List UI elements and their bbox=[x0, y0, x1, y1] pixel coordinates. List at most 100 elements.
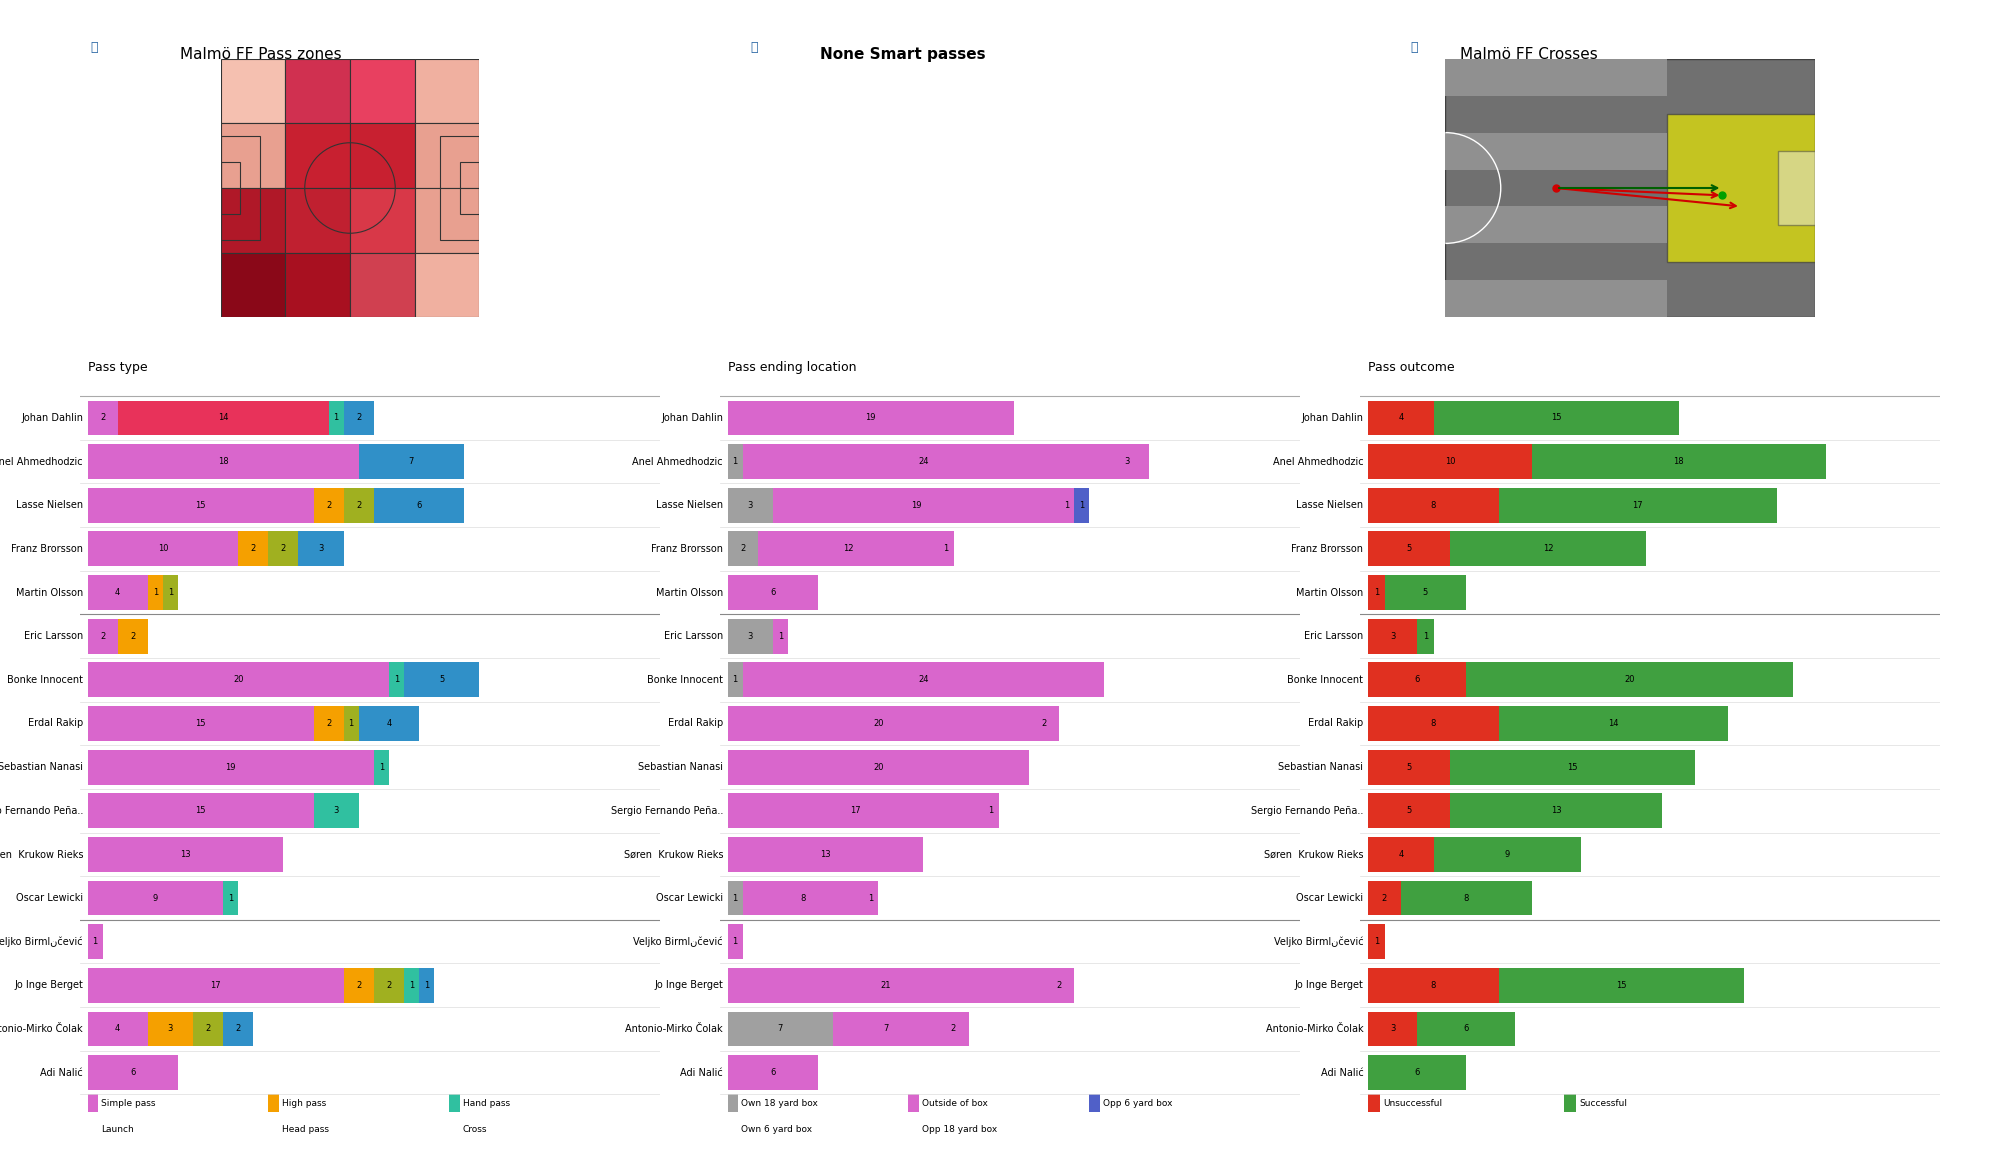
Bar bbox=[414, 123, 480, 188]
Text: 6: 6 bbox=[770, 588, 776, 597]
Bar bbox=[374, 968, 404, 1002]
Text: 1: 1 bbox=[1374, 588, 1378, 597]
Text: 9: 9 bbox=[1504, 850, 1510, 859]
Bar bbox=[1368, 1012, 1418, 1047]
Bar bbox=[1368, 837, 1434, 872]
Bar bbox=[88, 575, 148, 610]
Text: 15: 15 bbox=[1568, 763, 1578, 772]
Bar bbox=[742, 444, 1104, 479]
Text: Opp 18 yard box: Opp 18 yard box bbox=[922, 1124, 998, 1134]
Text: Unsuccessful: Unsuccessful bbox=[1382, 1099, 1442, 1108]
Text: Bonke Innocent: Bonke Innocent bbox=[8, 674, 84, 685]
Bar bbox=[220, 123, 286, 188]
Bar bbox=[286, 188, 350, 253]
Text: Sebastian Nanasi: Sebastian Nanasi bbox=[1278, 763, 1364, 772]
Bar bbox=[728, 663, 742, 697]
Bar bbox=[728, 837, 924, 872]
Text: Jo Inge Berget: Jo Inge Berget bbox=[654, 980, 724, 991]
Text: 2: 2 bbox=[100, 414, 106, 423]
Text: 7: 7 bbox=[884, 1025, 888, 1034]
Bar bbox=[350, 123, 414, 188]
Bar bbox=[1778, 152, 1814, 224]
Text: Martin Olsson: Martin Olsson bbox=[656, 588, 724, 598]
Text: 15: 15 bbox=[1550, 414, 1562, 423]
Bar bbox=[1450, 793, 1662, 828]
Text: 6: 6 bbox=[770, 1068, 776, 1077]
Bar bbox=[328, 401, 344, 436]
Bar bbox=[450, 1094, 460, 1112]
Text: 17: 17 bbox=[210, 981, 220, 989]
Text: 4: 4 bbox=[1398, 414, 1404, 423]
Bar bbox=[314, 706, 344, 741]
Bar bbox=[460, 162, 480, 214]
Bar bbox=[1368, 706, 1498, 741]
Text: Sebastian Nanasi: Sebastian Nanasi bbox=[638, 763, 724, 772]
Bar bbox=[1368, 531, 1450, 566]
Bar bbox=[388, 663, 404, 697]
Bar bbox=[1466, 663, 1792, 697]
Text: 2: 2 bbox=[326, 501, 332, 510]
Text: 1: 1 bbox=[1078, 501, 1084, 510]
Bar bbox=[908, 1094, 918, 1112]
Text: 2: 2 bbox=[740, 544, 746, 553]
Text: Bonke Innocent: Bonke Innocent bbox=[648, 674, 724, 685]
Text: 20: 20 bbox=[872, 763, 884, 772]
Bar bbox=[88, 793, 314, 828]
Bar bbox=[344, 488, 374, 523]
Text: 2: 2 bbox=[356, 981, 362, 989]
Text: 2: 2 bbox=[356, 414, 362, 423]
Bar bbox=[88, 968, 344, 1002]
Text: 18: 18 bbox=[1674, 457, 1684, 466]
Bar bbox=[88, 706, 314, 741]
Text: 8: 8 bbox=[1430, 719, 1436, 728]
Text: 24: 24 bbox=[918, 457, 928, 466]
Bar bbox=[728, 1012, 832, 1047]
Text: Successful: Successful bbox=[1578, 1099, 1626, 1108]
Text: 1: 1 bbox=[732, 938, 738, 946]
Text: Malmö FF Pass zones: Malmö FF Pass zones bbox=[180, 47, 342, 62]
Bar bbox=[88, 750, 374, 785]
Text: 19: 19 bbox=[910, 501, 922, 510]
Text: Søren  Krukow Rieks: Søren Krukow Rieks bbox=[0, 850, 84, 859]
Bar bbox=[88, 1094, 98, 1112]
Text: 2: 2 bbox=[280, 544, 286, 553]
Text: 13: 13 bbox=[1550, 806, 1562, 815]
Bar bbox=[350, 59, 414, 123]
Text: Cross: Cross bbox=[462, 1124, 488, 1134]
Text: 5: 5 bbox=[1422, 588, 1428, 597]
Text: 6: 6 bbox=[1414, 1068, 1420, 1077]
Text: Oscar Lewicki: Oscar Lewicki bbox=[16, 893, 84, 904]
Text: Oscar Lewicki: Oscar Lewicki bbox=[1296, 893, 1364, 904]
Text: Opp 6 yard box: Opp 6 yard box bbox=[1102, 1099, 1172, 1108]
Text: 6: 6 bbox=[130, 1068, 136, 1077]
Bar bbox=[358, 444, 464, 479]
Bar bbox=[224, 1012, 254, 1047]
Bar bbox=[1418, 1012, 1516, 1047]
Text: 2: 2 bbox=[1382, 893, 1388, 902]
Bar bbox=[728, 1094, 738, 1112]
Bar bbox=[1368, 793, 1450, 828]
Text: 20: 20 bbox=[872, 719, 884, 728]
Text: Antonio-Mirko Čolak: Antonio-Mirko Čolak bbox=[0, 1023, 84, 1034]
Bar bbox=[984, 793, 998, 828]
Text: Anel Ahmedhodzic: Anel Ahmedhodzic bbox=[1272, 457, 1364, 466]
Text: Outside of box: Outside of box bbox=[922, 1099, 988, 1108]
Text: Eric Larsson: Eric Larsson bbox=[664, 631, 724, 642]
Text: 1: 1 bbox=[348, 719, 354, 728]
Bar bbox=[414, 253, 480, 317]
Bar bbox=[1446, 59, 1666, 95]
Text: 2: 2 bbox=[356, 501, 362, 510]
Bar bbox=[88, 837, 284, 872]
Text: 17: 17 bbox=[1632, 501, 1644, 510]
Text: 8: 8 bbox=[800, 893, 806, 902]
Text: 2: 2 bbox=[1042, 719, 1046, 728]
Text: Anel Ahmedhodzic: Anel Ahmedhodzic bbox=[0, 457, 84, 466]
Text: 3: 3 bbox=[318, 544, 324, 553]
Bar bbox=[344, 968, 374, 1002]
Text: Sergio Fernando Peña..: Sergio Fernando Peña.. bbox=[1250, 806, 1364, 815]
Text: 19: 19 bbox=[866, 414, 876, 423]
Bar bbox=[1368, 925, 1384, 959]
Bar bbox=[268, 531, 298, 566]
Text: 5: 5 bbox=[1406, 544, 1412, 553]
Text: 10: 10 bbox=[158, 544, 168, 553]
